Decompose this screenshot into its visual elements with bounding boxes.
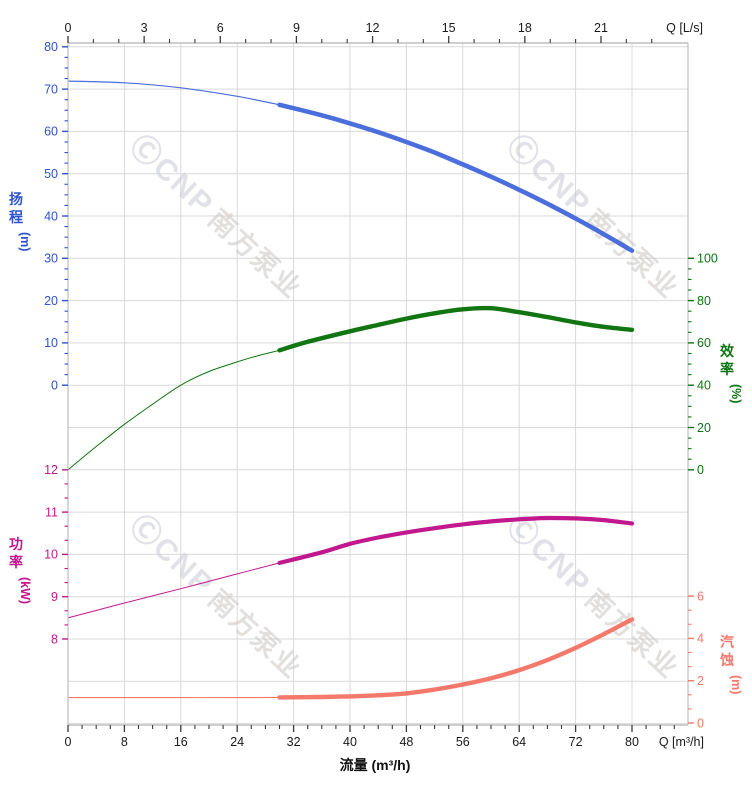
- power-curve-thin: [67, 562, 280, 619]
- head-curve-thin: [67, 80, 281, 106]
- top-tick-label: 15: [442, 21, 456, 35]
- power-tick-label: 10: [44, 548, 58, 562]
- head-axis-title-char: 扬: [9, 191, 23, 207]
- y-axis-efficiency: 100 80 60 40 20 0 效率 (%): [688, 252, 743, 477]
- bottom-tick-label: 40: [343, 735, 357, 749]
- power-curve-thick: [277, 515, 635, 565]
- bottom-tick-label: 0: [65, 735, 72, 749]
- efficiency-axis-unit: (%): [729, 384, 743, 403]
- power-tick-label: 9: [51, 590, 58, 604]
- head-tick-label: 70: [44, 82, 58, 96]
- efficiency-tick-label: 20: [697, 421, 711, 435]
- x-axis-title: 流量 (m³/h): [340, 757, 411, 773]
- power-axis-unit: (kW): [18, 577, 32, 604]
- npsh-axis-title-char: 蚀: [719, 652, 734, 668]
- head-axis-unit: (m): [18, 232, 32, 251]
- npsh-curve-thick: [277, 617, 635, 700]
- power-axis-title-char: 率: [9, 554, 23, 570]
- head-tick-label: 20: [44, 294, 58, 308]
- top-tick-label: 12: [366, 21, 380, 35]
- head-tick-label: 60: [44, 125, 58, 139]
- bottom-tick-label: 64: [512, 735, 526, 749]
- npsh-tick-label: 0: [697, 716, 704, 730]
- efficiency-tick-label: 60: [697, 336, 711, 350]
- head-curve-thick: [277, 102, 635, 253]
- efficiency-tick-label: 40: [697, 379, 711, 393]
- npsh-tick-label: 4: [697, 632, 704, 646]
- head-tick-label: 10: [44, 336, 58, 350]
- power-axis-title-char: 功: [9, 536, 23, 552]
- bottom-tick-label: 80: [625, 735, 639, 749]
- top-axis-unit-label: Q [L/s]: [666, 21, 703, 35]
- bottom-tick-label: 32: [287, 735, 301, 749]
- npsh-tick-label: 2: [697, 674, 704, 688]
- svg-text:(m): (m): [18, 232, 32, 251]
- head-tick-label: 30: [44, 252, 58, 266]
- efficiency-tick-label: 100: [697, 252, 718, 266]
- power-tick-label: 12: [44, 463, 58, 477]
- head-tick-label: 0: [51, 379, 58, 393]
- efficiency-curve-thin: [67, 349, 280, 471]
- bottom-tick-label: 56: [456, 735, 470, 749]
- x-axis-bottom: 0 8 16 24 32 40 48 56 64 72 80 Q [m³/h] 流量 (m³/h): [65, 725, 704, 773]
- bottom-tick-label: 72: [569, 735, 583, 749]
- head-axis-title-char: 程: [9, 209, 23, 225]
- bottom-tick-label: 24: [230, 735, 244, 749]
- y-axis-npsh: 6 4 2 0 汽蚀 (m): [688, 589, 743, 730]
- npsh-curve: [67, 617, 635, 700]
- head-curve: [67, 80, 635, 253]
- bottom-tick-label: 8: [121, 735, 128, 749]
- top-tick-label: 21: [594, 21, 608, 35]
- top-tick-label: 9: [293, 21, 300, 35]
- efficiency-curve: [67, 305, 635, 471]
- efficiency-curve-thick: [277, 305, 635, 353]
- power-tick-label: 8: [51, 632, 58, 646]
- top-tick-label: 3: [141, 21, 148, 35]
- y-axis-head: 80 70 60 50 40 30 20 10 0 扬程 (m): [9, 40, 68, 393]
- x-axis-top: 0 3 6 9 12 15 18 21 Q [L/s]: [65, 21, 703, 43]
- top-tick-label: 0: [65, 21, 72, 35]
- top-tick-label: 18: [518, 21, 532, 35]
- svg-text:(m): (m): [729, 675, 743, 694]
- y-axis-power: 12 11 10 9 8 功率 (kW): [9, 463, 68, 646]
- head-tick-label: 40: [44, 209, 58, 223]
- power-tick-label: 11: [45, 505, 58, 519]
- npsh-tick-label: 6: [697, 589, 704, 603]
- svg-text:(kW): (kW): [18, 577, 32, 604]
- efficiency-axis-title-char: 率: [720, 361, 734, 377]
- power-curve: [67, 515, 635, 619]
- efficiency-tick-label: 0: [697, 463, 704, 477]
- efficiency-tick-label: 80: [697, 294, 711, 308]
- svg-text:(%): (%): [729, 384, 743, 403]
- efficiency-axis-title-char: 效: [720, 343, 735, 359]
- top-tick-label: 6: [217, 21, 224, 35]
- npsh-axis-unit: (m): [729, 675, 743, 694]
- bottom-axis-unit-label: Q [m³/h]: [659, 735, 704, 749]
- head-tick-label: 80: [44, 40, 58, 54]
- head-tick-label: 50: [44, 167, 58, 181]
- npsh-axis-title-char: 汽: [720, 634, 734, 650]
- bottom-tick-label: 16: [174, 735, 188, 749]
- bottom-tick-label: 48: [399, 735, 413, 749]
